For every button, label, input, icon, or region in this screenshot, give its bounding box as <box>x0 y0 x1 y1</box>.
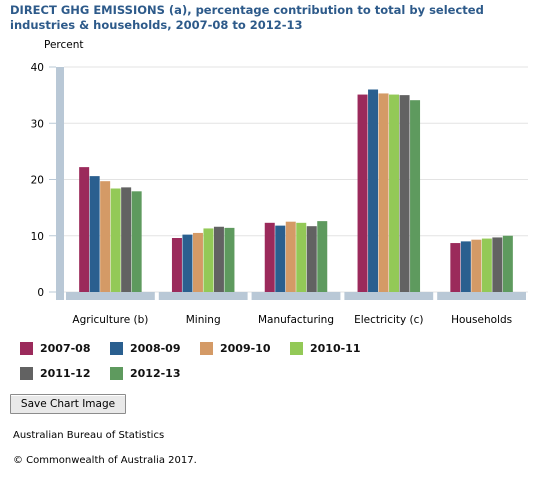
bar-2012-13-0[interactable] <box>131 191 142 292</box>
bar-2012-13-3[interactable] <box>410 100 421 292</box>
bar-2009-10-2[interactable] <box>285 221 296 292</box>
legend-label: 2008-09 <box>130 341 181 355</box>
x-tick-label: Agriculture (b) <box>72 314 148 326</box>
bar-2009-10-4[interactable] <box>471 239 482 292</box>
legend-item[interactable]: 2011-12 <box>20 365 91 381</box>
bar-chart: 0 10 20 30 40 Agriculture (b) Mining Manufactur… <box>31 62 528 326</box>
bar-2012-13-4[interactable] <box>502 235 513 292</box>
bar-2010-11-0[interactable] <box>110 188 121 293</box>
bar-2008-09-1[interactable] <box>182 234 193 292</box>
x-axis-segment <box>437 292 526 300</box>
bar-2011-12-4[interactable] <box>492 237 503 292</box>
bar-2007-08-1[interactable] <box>171 238 182 292</box>
bar-2007-08-3[interactable] <box>357 94 368 292</box>
legend-label: 2010-11 <box>310 341 361 355</box>
bar-2010-11-1[interactable] <box>203 228 214 292</box>
legend-label: 2009-10 <box>220 341 271 355</box>
x-axis-segment <box>66 292 155 300</box>
y-tick-label: 20 <box>31 175 44 187</box>
copyright-text: © Commonwealth of Australia 2017. <box>13 455 197 466</box>
legend-swatch <box>200 341 213 355</box>
bars <box>79 89 513 293</box>
bar-2007-08-0[interactable] <box>79 167 90 292</box>
chart-title: DIRECT GHG EMISSIONS (a), percentage con… <box>10 3 484 32</box>
bar-2007-08-4[interactable] <box>450 243 461 292</box>
bar-2008-09-2[interactable] <box>275 225 286 292</box>
y-axis <box>56 67 64 300</box>
bar-2010-11-2[interactable] <box>296 222 307 292</box>
axis-labels: 0 10 20 30 40 Agriculture (b) Mining Manufactur… <box>31 62 512 326</box>
x-axis-segment <box>158 292 248 300</box>
bar-2009-10-1[interactable] <box>192 232 203 292</box>
x-tick-label: Mining <box>186 314 221 326</box>
bar-2010-11-3[interactable] <box>389 94 400 292</box>
legend-item[interactable]: 2009-10 <box>200 340 271 356</box>
legend-swatch <box>110 341 123 355</box>
bar-2011-12-0[interactable] <box>121 187 132 292</box>
bar-2008-09-4[interactable] <box>460 241 471 292</box>
legend-label: 2011-12 <box>40 366 91 380</box>
legend-swatch <box>20 366 33 380</box>
legend-swatch <box>110 366 123 380</box>
legend-item[interactable]: 2007-08 <box>20 340 91 356</box>
x-tick-label: Households <box>451 314 512 326</box>
axes <box>49 66 526 300</box>
bar-2008-09-3[interactable] <box>368 89 379 293</box>
bar-2011-12-1[interactable] <box>213 226 224 292</box>
bar-2012-13-1[interactable] <box>224 227 235 292</box>
bar-2009-10-3[interactable] <box>378 93 389 292</box>
x-tick-label: Manufacturing <box>258 314 334 326</box>
legend-swatch <box>290 341 303 355</box>
x-axis-segment <box>251 292 341 300</box>
bar-2009-10-0[interactable] <box>100 181 111 292</box>
legend-item[interactable]: 2008-09 <box>110 340 181 356</box>
y-tick-label: 0 <box>37 287 44 299</box>
bar-2007-08-2[interactable] <box>264 222 275 292</box>
legend-swatch <box>20 341 33 355</box>
legend-label: 2012-13 <box>130 366 181 380</box>
x-tick-label: Electricity (c) <box>354 314 423 326</box>
bar-2008-09-0[interactable] <box>89 176 100 292</box>
bar-2011-12-2[interactable] <box>306 226 317 292</box>
y-tick-label: 30 <box>31 118 44 130</box>
y-axis-label: Percent <box>44 39 84 51</box>
legend-item[interactable]: 2012-13 <box>110 365 181 381</box>
y-tick-label: 40 <box>31 62 44 74</box>
save-chart-image-button[interactable]: Save Chart Image <box>10 394 126 414</box>
legend-label: 2007-08 <box>40 341 91 355</box>
bar-2010-11-4[interactable] <box>481 238 492 292</box>
source-text: Australian Bureau of Statistics <box>13 430 165 441</box>
bar-2012-13-2[interactable] <box>317 221 328 292</box>
y-tick-label: 10 <box>31 231 44 243</box>
x-axis-segment <box>344 292 434 300</box>
bar-2011-12-3[interactable] <box>399 95 410 292</box>
legend-item[interactable]: 2010-11 <box>290 340 361 356</box>
